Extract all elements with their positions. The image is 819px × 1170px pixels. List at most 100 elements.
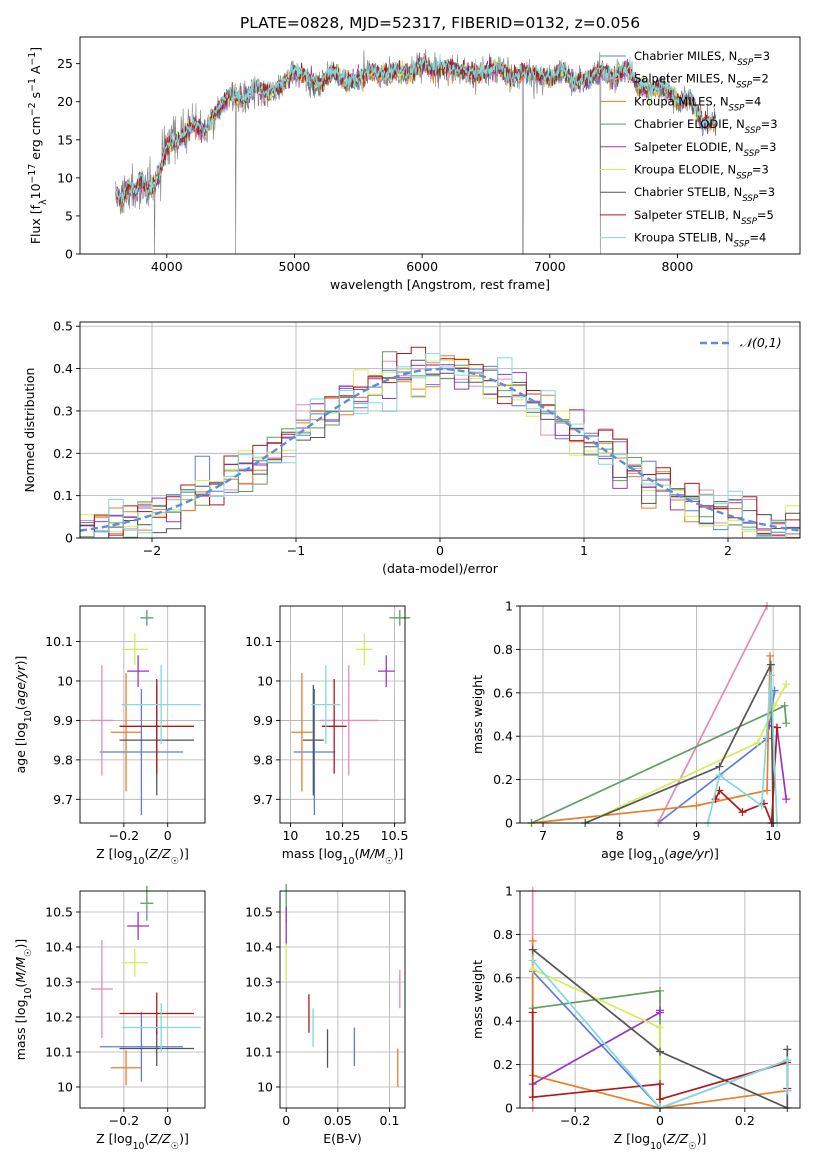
y-tick-label: 10 <box>257 673 273 688</box>
weight-series <box>528 1006 664 1089</box>
y-tick-label: 10 <box>57 673 73 688</box>
y-tick-label: 9.9 <box>253 713 273 728</box>
plot-area <box>90 885 201 1086</box>
errorbar-point <box>121 633 148 666</box>
x-tick-label: 8 <box>616 828 624 843</box>
y-axis-label: Flux [fλ10−17 erg cm−2 s−1 A−1] <box>27 47 49 244</box>
x-axis-label: Z [log10(Z/Z☉)] <box>96 1131 189 1152</box>
residual-histogram <box>80 353 801 539</box>
weight-marker <box>528 956 537 965</box>
weight-marker <box>692 801 701 810</box>
y-tick-label: 9.7 <box>53 792 73 807</box>
errorbar-point <box>119 678 195 774</box>
y-tick-label: 1 <box>505 599 513 614</box>
panel-weight-vs-Z: −0.2 0 0.2 0 0.2 0.4 0.6 0.8 1 Z [log10(Z/Z☉)] mas… <box>470 884 801 1152</box>
x-tick-label: 0 <box>164 828 172 843</box>
axes-frame <box>279 890 406 1109</box>
x-axis-label: E(B-V) <box>323 1131 362 1146</box>
y-tick-label: 10.1 <box>45 1045 73 1060</box>
weight-marker <box>753 738 762 747</box>
weight-marker <box>656 1095 664 1104</box>
y-tick-label: 1 <box>505 884 513 899</box>
y-tick-label: 10 <box>57 1080 73 1095</box>
weight-marker <box>783 1045 792 1054</box>
axes-decor: −0.2 0 0.2 0 0.2 0.4 0.6 0.8 1 Z [log10(Z/Z☉)] mas… <box>470 884 801 1152</box>
errorbar-point <box>140 885 154 921</box>
weight-series <box>528 986 664 1112</box>
x-tick-label: 10.25 <box>325 828 361 843</box>
y-tick-label: 10 <box>257 1080 273 1095</box>
x-tick-label: −1 <box>287 543 305 558</box>
x-tick-label: 0 <box>164 1113 172 1128</box>
x-tick-label: 7 <box>539 828 547 843</box>
axes-frame <box>79 605 206 824</box>
errorbar-point <box>302 684 324 796</box>
x-tick-label: 4000 <box>151 259 183 274</box>
panel-age-vs-mass: 10 10.25 10.5 9.7 9.8 9.9 10 10.1 mass [log10(M/… <box>245 605 411 867</box>
panel-residuals: −2 −1 0 1 2 0 0.1 0.2 0.3 0.4 0.5 𝒩(0,1) Normed dist… <box>22 319 801 576</box>
x-tick-label: 0.1 <box>380 1113 400 1128</box>
weight-marker <box>715 786 724 795</box>
x-tick-label: −0.2 <box>560 1113 590 1128</box>
y-tick-label: 10.5 <box>45 905 73 920</box>
weight-marker <box>763 786 772 795</box>
errorbar-point <box>119 1031 195 1066</box>
x-tick-label: 0.05 <box>324 1113 352 1128</box>
x-axis-label: (data-model)/error <box>382 561 499 576</box>
x-tick-label: 10.5 <box>381 828 409 843</box>
axes-frame <box>519 605 801 824</box>
weight-series <box>527 651 775 827</box>
axes-decor: 7 8 9 10 0 0.2 0.4 0.6 0.8 1 age [log10(age/yr)] ma… <box>470 599 801 867</box>
weight-marker <box>772 723 781 732</box>
x-tick-label: 8000 <box>662 259 694 274</box>
y-tick-label: 9.8 <box>53 752 73 767</box>
y-tick-label: 10.1 <box>45 634 73 649</box>
x-tick-label: 10 <box>765 828 781 843</box>
plot-area <box>90 609 201 816</box>
weight-marker <box>766 651 775 660</box>
weight-line <box>532 959 789 1110</box>
weight-line <box>714 727 778 824</box>
weight-marker <box>757 801 766 810</box>
weight-marker <box>766 671 775 680</box>
weight-marker <box>656 1047 664 1056</box>
legend-label: Salpeter STELIB, NSSP=5 <box>634 208 774 227</box>
weight-marker <box>528 965 537 974</box>
axes-decor: −0.2 0 9.7 9.8 9.9 10 10.1 Z [log10(Z/Z☉)] age [… <box>13 605 206 867</box>
weight-marker <box>528 1008 537 1017</box>
x-tick-label: 1 <box>580 543 588 558</box>
axes-frame <box>79 890 206 1109</box>
x-axis-label: wavelength [Angstrom, rest frame] <box>330 277 550 292</box>
legend: 𝒩(0,1) <box>700 335 782 350</box>
y-tick-label: 10.2 <box>245 1010 273 1025</box>
y-tick-label: 0.6 <box>493 685 513 700</box>
y-tick-label: 9.8 <box>253 752 273 767</box>
weight-marker <box>782 680 791 689</box>
errorbar-point <box>90 940 113 1038</box>
y-tick-label: 10.3 <box>45 975 73 990</box>
y-tick-label: 25 <box>57 56 73 71</box>
errorbar-point <box>127 655 150 687</box>
errorbar-point <box>356 633 373 666</box>
legend-label: Kroupa STELIB, NSSP=4 <box>634 231 766 250</box>
axes-decor: −2 −1 0 1 2 0 0.1 0.2 0.3 0.4 0.5 𝒩(0,1) Normed dist… <box>22 319 801 576</box>
legend-label: 𝒩(0,1) <box>740 335 782 350</box>
weight-line <box>657 605 768 824</box>
weight-marker <box>782 719 791 728</box>
x-tick-label: 2 <box>724 543 732 558</box>
weight-marker <box>715 771 724 780</box>
panel-age-vs-Z: −0.2 0 9.7 9.8 9.9 10 10.1 Z [log10(Z/Z☉)] age [… <box>13 605 206 867</box>
y-tick-label: 0 <box>65 247 73 262</box>
x-axis-label: mass [log10(M/M☉)] <box>282 846 404 867</box>
y-tick-label: 0.3 <box>53 403 73 418</box>
errorbar-point <box>110 1050 142 1086</box>
y-tick-label: 10.4 <box>245 940 273 955</box>
y-tick-label: 10.2 <box>45 1010 73 1025</box>
x-tick-label: 0 <box>282 1113 290 1128</box>
x-tick-label: 9 <box>692 828 700 843</box>
y-tick-label: 0 <box>505 816 513 831</box>
errorbar-point <box>319 665 378 776</box>
axes-decor: 4000 5000 6000 7000 8000 0 5 10 15 20 25 Flux [fλ10… <box>27 36 801 292</box>
weight-marker <box>656 986 664 995</box>
x-tick-label: −2 <box>143 543 161 558</box>
